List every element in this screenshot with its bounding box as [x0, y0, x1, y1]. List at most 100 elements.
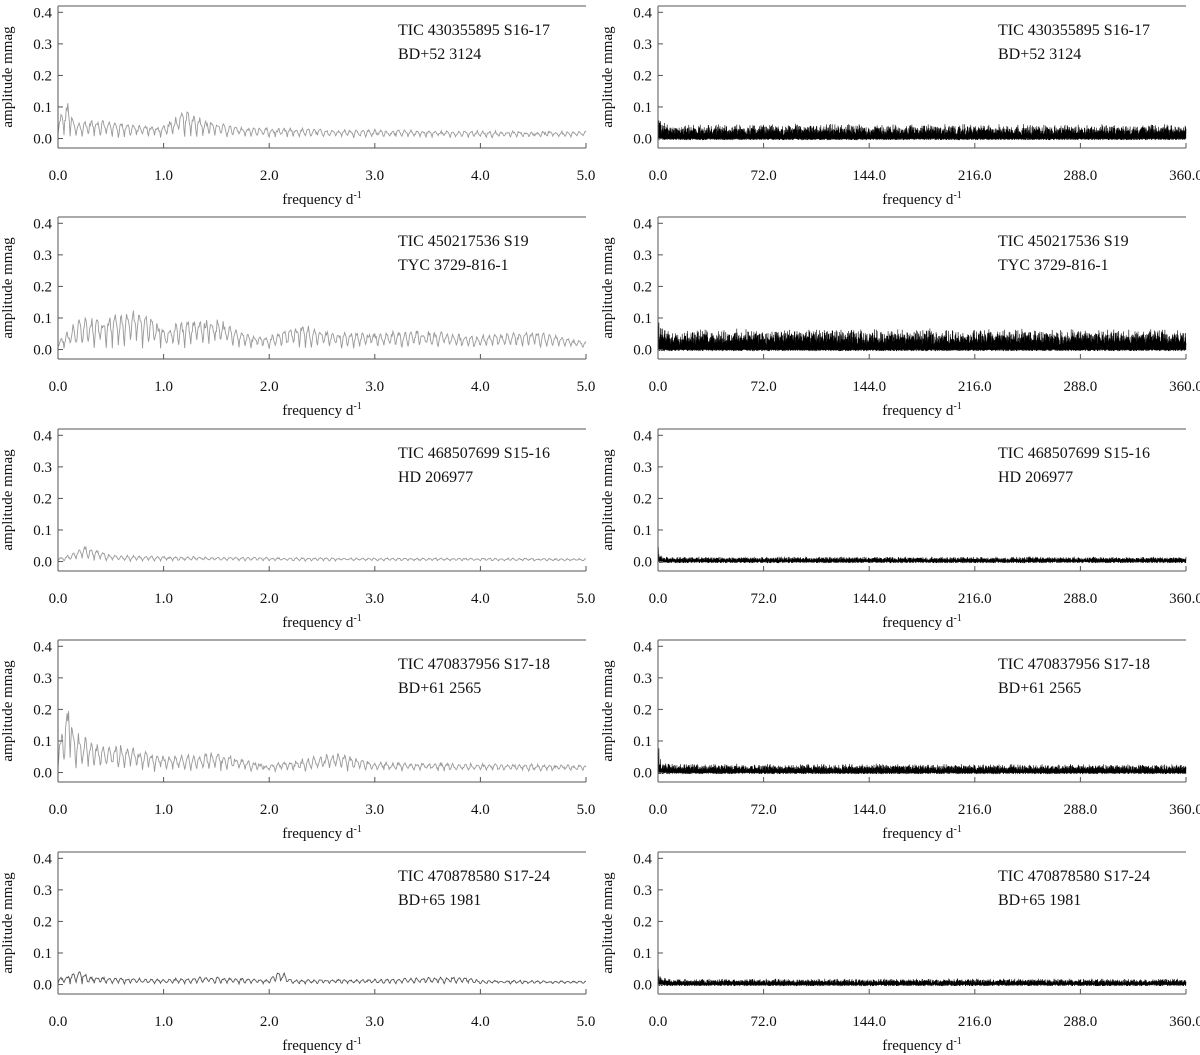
y-tick-label: 0.4	[33, 851, 52, 867]
x-tick-label: 0.0	[49, 591, 68, 607]
x-axis-label: frequency d-1	[882, 401, 962, 419]
series-line	[657, 732, 1187, 775]
x-tick-label: 288.0	[1064, 1014, 1098, 1030]
y-tick-label: 0.2	[633, 279, 652, 295]
y-axis-label: amplitude mmag	[0, 872, 16, 974]
x-axis-label: frequency d-1	[282, 190, 362, 208]
x-axis-label: frequency d-1	[882, 613, 962, 631]
y-tick-label: 0.3	[633, 883, 652, 899]
x-tick-label: 216.0	[958, 802, 992, 818]
series-line	[57, 971, 587, 986]
x-tick-label: 360.0	[1169, 591, 1200, 607]
x-tick-label: 3.0	[365, 1014, 384, 1030]
y-tick-label: 0.1	[633, 100, 652, 116]
y-tick-label: 0.3	[633, 671, 652, 687]
panel-annotation: TIC 470837956 S17-18	[398, 656, 550, 673]
x-tick-label: 360.0	[1169, 379, 1200, 395]
series-line	[57, 310, 587, 349]
x-tick-label: 2.0	[260, 168, 279, 184]
y-tick-label: 0.4	[33, 639, 52, 655]
panel-annotation: BD+61 2565	[398, 680, 481, 697]
y-axis-label: amplitude mmag	[0, 449, 16, 551]
x-tick-label: 288.0	[1064, 379, 1098, 395]
x-tick-label: 1.0	[154, 802, 173, 818]
panel-annotation: TIC 470878580 S17-24	[998, 868, 1150, 885]
y-axis-label: amplitude mmag	[600, 237, 616, 339]
x-axis-label: frequency d-1	[882, 1036, 962, 1054]
panel-annotation: TIC 430355895 S16-17	[998, 22, 1150, 39]
y-tick-label: 0.2	[633, 702, 652, 718]
x-tick-label: 3.0	[365, 591, 384, 607]
chart-panel: 0.0 0.1 0.2 0.3 0.4 0.0 72.0 144.0 216.0 288.0 360…	[600, 428, 1200, 631]
y-axis-label: amplitude mmag	[0, 237, 16, 339]
y-tick-label: 0.1	[33, 523, 52, 539]
x-tick-label: 2.0	[260, 379, 279, 395]
x-tick-label: 1.0	[154, 168, 173, 184]
panel-annotation: TIC 470878580 S17-24	[398, 868, 550, 885]
x-tick-label: 5.0	[577, 1014, 596, 1030]
y-axis-label: amplitude mmag	[600, 449, 616, 551]
panel-annotation: BD+61 2565	[998, 680, 1081, 697]
x-tick-label: 0.0	[49, 802, 68, 818]
x-tick-label: 1.0	[154, 379, 173, 395]
y-tick-label: 0.1	[633, 946, 652, 962]
panel-annotation: TIC 468507699 S15-16	[398, 445, 550, 462]
y-tick-label: 0.1	[633, 523, 652, 539]
panel-annotation: TIC 450217536 S19	[998, 233, 1129, 250]
x-tick-label: 0.0	[649, 1014, 668, 1030]
x-tick-label: 144.0	[852, 168, 886, 184]
x-axis-label: frequency d-1	[282, 1036, 362, 1054]
x-tick-label: 4.0	[471, 591, 490, 607]
y-tick-label: 0.0	[633, 555, 652, 571]
x-tick-label: 4.0	[471, 802, 490, 818]
x-tick-label: 0.0	[649, 802, 668, 818]
y-axis-label: amplitude mmag	[0, 26, 16, 128]
x-tick-label: 2.0	[260, 1014, 279, 1030]
y-tick-label: 0.2	[33, 702, 52, 718]
panel-annotation: TIC 450217536 S19	[398, 233, 529, 250]
y-tick-label: 0.3	[33, 883, 52, 899]
x-tick-label: 0.0	[49, 1014, 68, 1030]
x-axis-label: frequency d-1	[882, 190, 962, 208]
y-tick-label: 0.3	[633, 248, 652, 264]
series-line	[657, 547, 1187, 564]
x-tick-label: 2.0	[260, 591, 279, 607]
y-tick-label: 0.1	[33, 734, 52, 750]
x-tick-label: 360.0	[1169, 802, 1200, 818]
x-tick-label: 72.0	[750, 591, 776, 607]
x-tick-label: 144.0	[852, 379, 886, 395]
y-tick-label: 0.4	[33, 5, 52, 21]
x-tick-label: 144.0	[852, 591, 886, 607]
y-tick-label: 0.3	[633, 37, 652, 53]
y-tick-label: 0.1	[33, 100, 52, 116]
series-line	[657, 115, 1187, 141]
x-tick-label: 0.0	[49, 168, 68, 184]
chart-panel: 0.0 0.1 0.2 0.3 0.4 0.0 1.0 2.0 3.0 4.0 5.0 frequen…	[0, 5, 595, 208]
panel-annotation: TIC 430355895 S16-17	[398, 22, 550, 39]
panel-annotation: TIC 468507699 S15-16	[998, 445, 1150, 462]
y-tick-label: 0.2	[33, 914, 52, 930]
panel-annotation: BD+65 1981	[998, 892, 1081, 909]
y-tick-label: 0.4	[33, 428, 52, 444]
x-tick-label: 0.0	[649, 591, 668, 607]
y-tick-label: 0.2	[33, 279, 52, 295]
y-axis-label: amplitude mmag	[600, 872, 616, 974]
y-axis-label: amplitude mmag	[600, 660, 616, 762]
y-tick-label: 0.1	[633, 734, 652, 750]
x-tick-label: 1.0	[154, 591, 173, 607]
x-axis-label: frequency d-1	[882, 824, 962, 842]
x-tick-label: 216.0	[958, 168, 992, 184]
panel-annotation: BD+52 3124	[398, 46, 481, 63]
x-tick-label: 288.0	[1064, 168, 1098, 184]
x-tick-label: 0.0	[49, 379, 68, 395]
x-axis-label: frequency d-1	[282, 613, 362, 631]
x-tick-label: 144.0	[852, 1014, 886, 1030]
series-line	[657, 309, 1187, 352]
y-tick-label: 0.0	[33, 978, 52, 994]
x-tick-label: 72.0	[750, 379, 776, 395]
y-tick-label: 0.0	[633, 343, 652, 359]
x-tick-label: 72.0	[750, 168, 776, 184]
y-tick-label: 0.4	[33, 216, 52, 232]
x-tick-label: 0.0	[649, 168, 668, 184]
y-tick-label: 0.0	[633, 766, 652, 782]
